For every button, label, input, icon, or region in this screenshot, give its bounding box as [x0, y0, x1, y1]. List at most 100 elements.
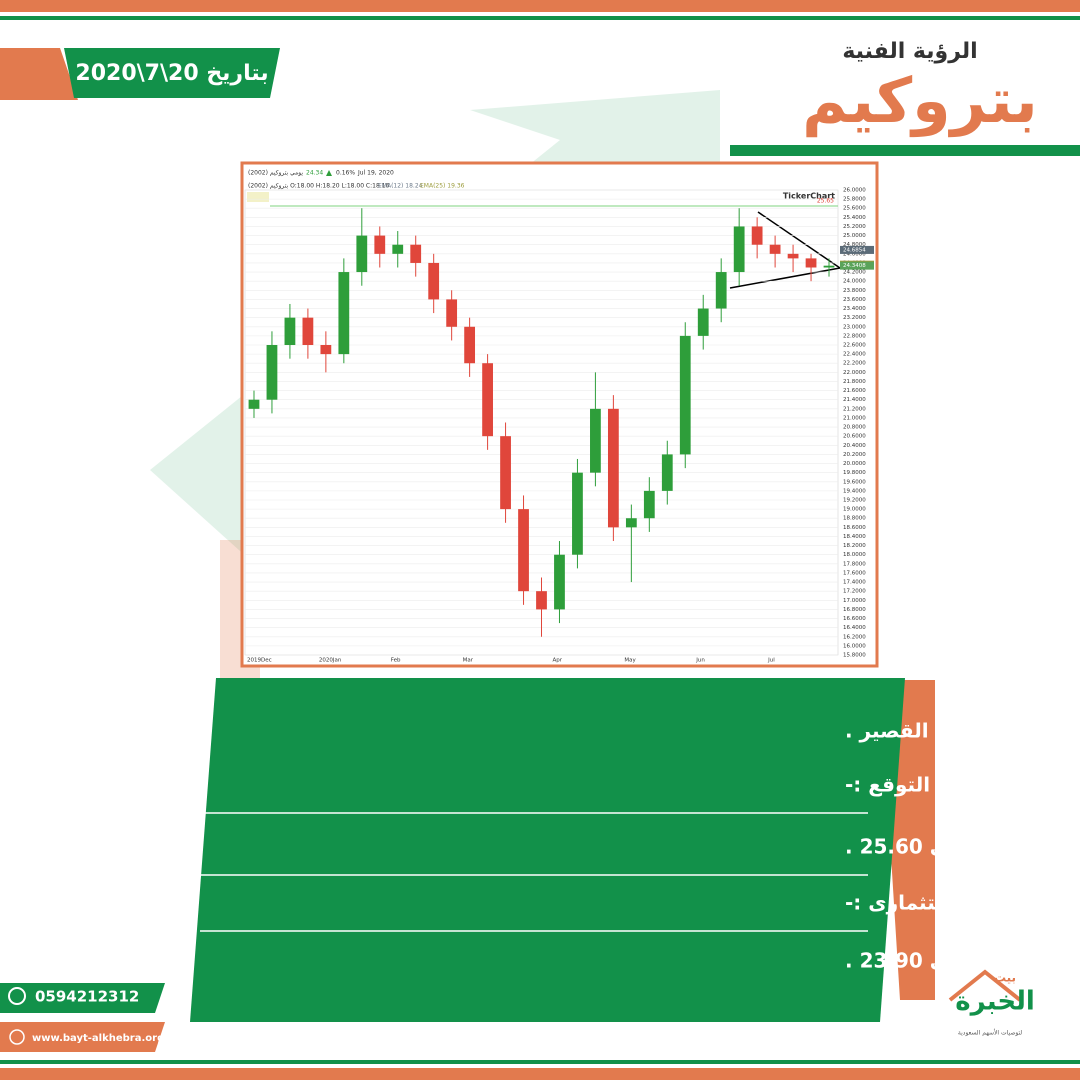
globe-icon: [9, 1029, 25, 1045]
y-tick-label: 20.0000: [843, 461, 866, 467]
price-tag-label: 24.6854: [843, 247, 866, 253]
analysis-line: القرار الأستثمارى :-: [845, 890, 1043, 915]
candle-body: [715, 272, 727, 309]
up-arrow: [326, 170, 332, 176]
y-tick-label: 19.2000: [843, 498, 866, 504]
whatsapp-icon: [8, 987, 26, 1005]
logo-small: بيت: [994, 971, 1016, 985]
candle-body: [625, 518, 637, 528]
x-tick-label: Feb: [391, 658, 401, 664]
y-tick-label: 17.2000: [843, 589, 866, 595]
phone: 0594212312: [35, 988, 139, 1006]
candle-body: [536, 591, 547, 610]
indicator-box: [247, 192, 269, 202]
y-tick-label: 15.8000: [843, 653, 866, 659]
candle-body: [733, 226, 745, 273]
x-tick-label: Jul: [767, 658, 775, 664]
y-tick-label: 20.2000: [843, 452, 866, 458]
date-banner: [64, 48, 280, 98]
ema12-label: EMA(12) 18.24: [378, 183, 423, 190]
chart-date: Jul 19, 2020: [357, 170, 394, 177]
y-tick-label: 18.0000: [843, 552, 866, 558]
y-tick-label: 24.2000: [843, 270, 866, 276]
subtitle: الرؤية الفنية: [842, 39, 977, 64]
analysis-line: الشراء مع وضع ايقاف الخسائر أدنى مستوى 2…: [845, 947, 1080, 973]
y-tick-label: 20.4000: [843, 443, 866, 449]
y-tick-label: 22.6000: [843, 343, 866, 349]
trend-line: [757, 211, 841, 269]
candle-body: [697, 308, 709, 336]
candle-body: [823, 265, 835, 268]
y-tick-label: 19.8000: [843, 470, 866, 476]
logo-name: الخبرة: [955, 987, 1035, 1017]
logo-tagline: لتوصيات الأسهم السعودية: [958, 1029, 1022, 1037]
y-tick-label: 21.6000: [843, 388, 866, 394]
price-tag: [840, 261, 874, 270]
y-tick-label: 23.0000: [843, 324, 866, 330]
candle-body: [356, 235, 368, 273]
y-tick-label: 21.4000: [843, 397, 866, 403]
symbol: بتروكيم (2002): [248, 170, 289, 177]
candle-body: [661, 454, 673, 491]
x-tick-label: Mar: [463, 658, 474, 664]
left-tab: [0, 48, 78, 100]
candle-body: [751, 226, 763, 245]
candle-body: [446, 299, 458, 327]
candle-body: [769, 244, 781, 254]
top-line: [0, 16, 1080, 20]
candle-body: [464, 326, 476, 364]
y-tick-label: 22.2000: [843, 361, 866, 367]
candle-body: [410, 244, 422, 263]
ohlc-line: بتروكيم (2002) O:18.00 H:18.20 L:18.00 C…: [248, 183, 390, 190]
candle-body: [320, 345, 332, 355]
candle-body: [554, 554, 565, 610]
y-tick-label: 23.8000: [843, 288, 866, 294]
price-tag: [840, 245, 874, 254]
analysis: يتحرك السهم فى اتجاه عرضى على المدى القص…: [200, 719, 1080, 973]
y-tick-label: 18.8000: [843, 516, 866, 522]
chart: بتروكيم (2002) يومي 24.34 0.16% Jul 19, …: [245, 170, 874, 664]
candle-body: [500, 436, 511, 510]
analysis-line: التوقع :-: [845, 773, 930, 797]
top-stripe: [0, 0, 1080, 12]
y-tick-label: 21.2000: [843, 406, 866, 412]
y-tick-label: 16.0000: [843, 643, 866, 649]
candle-body: [607, 408, 619, 528]
y-tick-label: 25.2000: [843, 224, 866, 230]
y-tick-label: 19.4000: [843, 488, 866, 494]
y-tick-label: 16.8000: [843, 607, 866, 613]
y-tick-label: 18.4000: [843, 534, 866, 540]
y-tick-label: 24.6000: [843, 251, 866, 257]
y-tick-label: 25.6000: [843, 206, 866, 212]
logo-roof: [948, 969, 1022, 1002]
x-tick-label: May: [624, 658, 636, 664]
y-tick-label: 25.4000: [843, 215, 866, 221]
candle-body: [302, 317, 314, 345]
y-tick-label: 20.6000: [843, 434, 866, 440]
ema25-label: EMA(25) 19.36: [420, 183, 465, 190]
y-tick-label: 22.8000: [843, 333, 866, 339]
y-tick-label: 18.2000: [843, 543, 866, 549]
y-tick-label: 21.0000: [843, 415, 866, 421]
y-tick-label: 22.4000: [843, 352, 866, 358]
analysis-line: نتوقع أستهداف مستوى 25.60 .: [845, 833, 1080, 859]
x-tick-label: Apr: [552, 658, 562, 664]
candle-body: [590, 408, 601, 473]
candle-body: [374, 235, 386, 254]
x-tick-label: 2019Dec: [247, 658, 272, 664]
brand: TickerChart: [783, 192, 835, 201]
change: 0.16%: [336, 170, 355, 177]
x-tick-label: 2020Jan: [319, 658, 342, 664]
bottom-line: [0, 1060, 1080, 1064]
web-box: [0, 1022, 165, 1052]
y-tick-label: 23.4000: [843, 306, 866, 312]
analysis-panel: [190, 678, 905, 1022]
candle-body: [392, 244, 404, 254]
y-tick-label: 16.2000: [843, 634, 866, 640]
y-tick-label: 26.0000: [843, 188, 866, 194]
y-tick-label: 17.6000: [843, 570, 866, 576]
x-tick-label: Jun: [695, 658, 705, 664]
y-tick-label: 20.8000: [843, 425, 866, 431]
website: www.bayt-alkhebra.org: [32, 1033, 164, 1044]
